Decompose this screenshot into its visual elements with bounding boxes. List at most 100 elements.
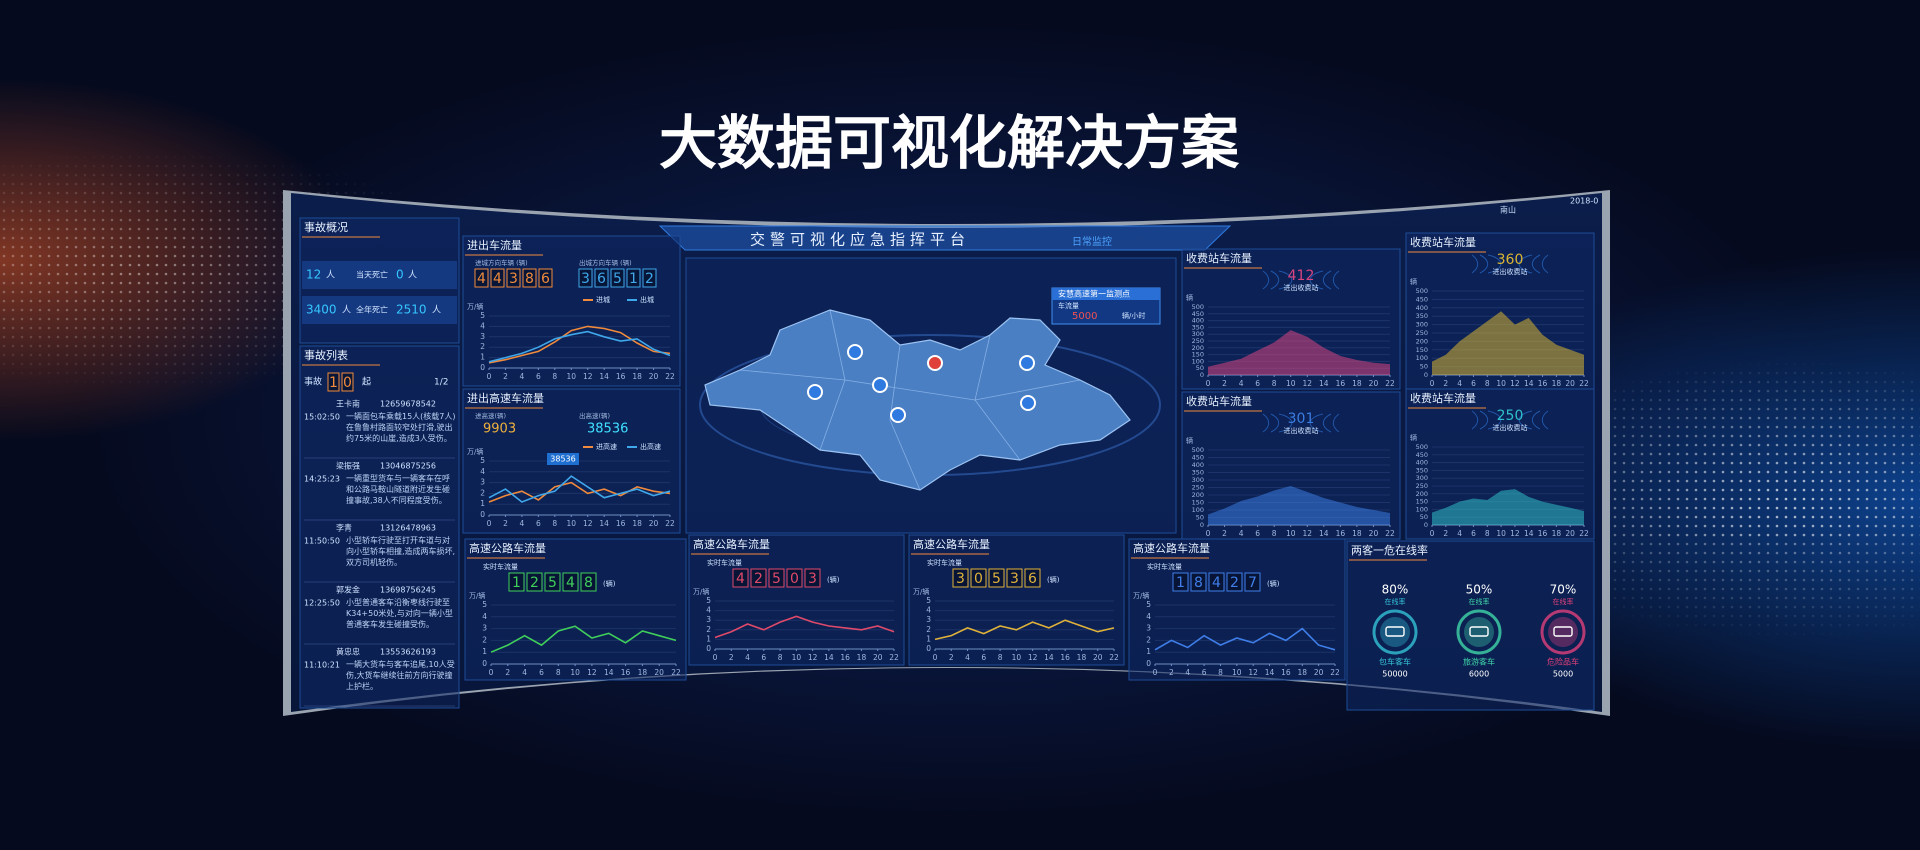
x-tick-label: 22: [1579, 379, 1589, 388]
x-tick-label: 10: [1012, 653, 1022, 662]
x-tick-label: 0: [933, 653, 938, 662]
y-tick-label: 3: [1146, 624, 1151, 633]
y-tick-label: 1: [706, 634, 711, 643]
x-tick-label: 0: [1153, 668, 1158, 677]
y-tick-label: 400: [1192, 317, 1204, 325]
entry-text: 一辆重型货车与一辆客车在呼和公路马鞍山隧道附近发生碰撞事故,38人不同程度受伤。: [346, 474, 450, 505]
x-tick-label: 14: [1044, 653, 1054, 662]
x-tick-label: 4: [1457, 379, 1462, 388]
mode-tab: 日常监控: [1072, 235, 1112, 248]
online-sub: 在线率: [1469, 597, 1490, 606]
y-tick-label: 50: [1420, 363, 1428, 371]
highway-sub: 实时车流量: [1147, 562, 1182, 571]
x-tick-label: 0: [1430, 379, 1435, 388]
x-tick-label: 16: [840, 653, 850, 662]
x-tick-label: 4: [520, 519, 525, 528]
y-tick-label: 300: [1192, 330, 1204, 338]
x-tick-label: 16: [1281, 668, 1291, 677]
y-tick-label: 350: [1192, 469, 1204, 477]
area: [1432, 489, 1584, 525]
digit-box: [508, 572, 525, 592]
x-tick-label: 6: [1255, 379, 1260, 388]
y-tick-label: 3: [480, 478, 485, 487]
digit-box: [1006, 568, 1023, 588]
x-tick-label: 20: [649, 519, 659, 528]
x-tick-label: 0: [487, 519, 492, 528]
x-tick-label: 22: [1579, 529, 1589, 538]
x-tick-label: 6: [1202, 668, 1207, 677]
signal-arc: [1262, 270, 1340, 290]
panel: [1128, 538, 1346, 681]
digit-box: [1244, 572, 1261, 592]
x-tick-label: 2: [503, 519, 508, 528]
platform-title: 交警可视化应急指挥平台: [750, 231, 970, 249]
digit-counter: 36512: [581, 271, 654, 287]
text-block: 一辆大货车与客车追尾,10人受伤,大货车继续往前方向行驶撞上护栏。: [346, 660, 455, 691]
x-tick-label: 8: [1485, 379, 1490, 388]
callout-label: 车流量: [1058, 301, 1079, 310]
y-tick-label: 2: [482, 635, 487, 644]
x-tick-label: 6: [536, 372, 541, 381]
signal-arc: [1270, 270, 1332, 290]
x-tick-label: 14: [599, 519, 609, 528]
y-tick-label: 3: [926, 615, 931, 624]
date: 2018-0: [1570, 197, 1598, 206]
digit-box: [578, 268, 593, 288]
entry-text: 小型轿车行驶至打开车道与对向小型轿车相撞,造成两车损坏,双方司机轻伤。: [346, 536, 456, 567]
x-tick-label: 8: [552, 372, 557, 381]
line: [1154, 627, 1336, 651]
y-tick-label: 50: [1420, 513, 1428, 521]
stat-unit: 人: [342, 305, 351, 316]
digit-box: [642, 268, 657, 288]
x-tick-label: 16: [621, 668, 631, 677]
x-tick-label: 6: [1255, 529, 1260, 538]
digit-box: [970, 568, 987, 588]
x-tick-label: 18: [1352, 529, 1362, 538]
x-tick-label: 14: [604, 668, 614, 677]
y-tick-label: 200: [1192, 344, 1204, 352]
y-tick-label: 2: [926, 625, 931, 634]
entry-text: 一辆大货车与客车追尾,10人受伤,大货车继续往前方向行驶撞上护栏。: [346, 660, 455, 691]
panel-title: 高速公路车流量: [913, 537, 990, 551]
y-tick-label: 4: [1146, 612, 1151, 621]
y-tick-label: 0: [926, 644, 931, 653]
icon-ring: [1372, 609, 1418, 655]
entry-phone: 13698756245: [380, 586, 436, 595]
entry-time: 12:25:50: [304, 599, 340, 608]
toll-sub: 进出收费站: [1493, 423, 1528, 432]
x-tick-label: 2: [503, 372, 508, 381]
vehicle-icon: [1469, 626, 1489, 637]
x-tick-label: 6: [1471, 379, 1476, 388]
y-tick-label: 0: [1424, 521, 1428, 529]
signal-arc: [1471, 410, 1549, 430]
counter-value: 9903: [483, 422, 516, 437]
panel-title: 高速公路车流量: [469, 541, 546, 555]
y-tick-label: 4: [482, 612, 487, 621]
line: [488, 325, 671, 364]
digit-box: [804, 568, 821, 588]
y-tick-label: 5: [482, 600, 487, 609]
x-tick-label: 18: [857, 653, 867, 662]
legend-label: 进高速: [596, 442, 617, 451]
digit-box: [786, 568, 803, 588]
x-tick-label: 10: [1286, 379, 1296, 388]
x-tick-label: 8: [778, 653, 783, 662]
y-tick-label: 450: [1192, 454, 1204, 462]
entry-name: 梁振强: [336, 461, 360, 471]
vehicle-icon: [1553, 626, 1573, 637]
y-tick-label: 0: [706, 644, 711, 653]
entry-name: 王卡南: [336, 399, 360, 409]
digit-box: [732, 568, 749, 588]
stat-value: 0: [396, 268, 404, 282]
stat-box: [302, 261, 457, 289]
x-tick-label: 2: [949, 653, 954, 662]
x-tick-label: 12: [1028, 653, 1038, 662]
x-tick-label: 14: [1524, 529, 1534, 538]
panel-title: 收费站车流量: [1186, 251, 1252, 265]
panel-title: 两客一危在线率: [1351, 543, 1428, 557]
panel: [908, 534, 1125, 666]
digit-box: [562, 572, 579, 592]
stat-label: 全年死亡: [356, 305, 388, 315]
entry-text: 一辆面包车乘载15人(核载7人)在鲁鲁村路面较窄处打滑,驶出约75米的山崖,造成…: [346, 412, 456, 443]
